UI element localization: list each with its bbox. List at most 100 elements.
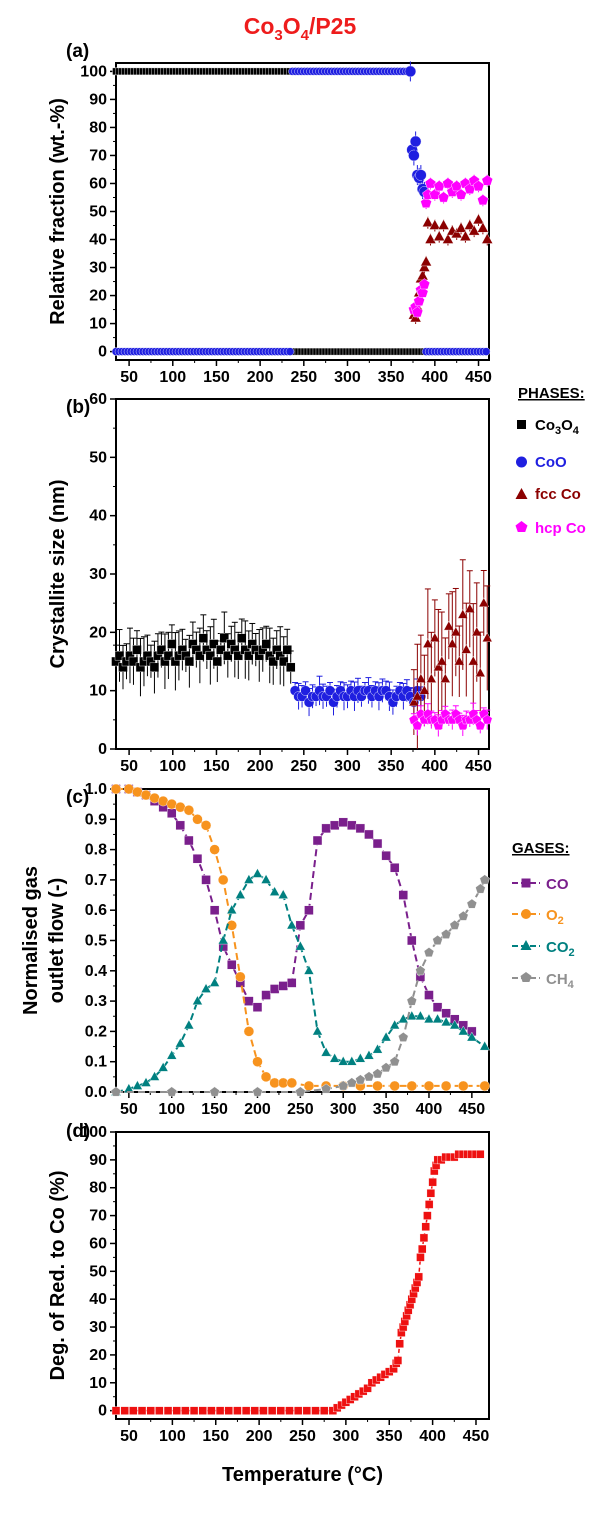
panel-b-xtick-label: 300 [334, 758, 361, 775]
panel-c-point-ch4 [398, 1032, 409, 1042]
legend-item-o2: O2 [512, 907, 564, 927]
panel-a-point-hcp-co [481, 174, 493, 186]
panel-c-point-co2 [217, 934, 229, 945]
panel-c-xtick-label: 350 [373, 1101, 400, 1118]
panel-d-point-dor [416, 1253, 425, 1262]
panel-c-point-co2 [252, 868, 263, 878]
legend-label-coo: CoO [535, 454, 567, 471]
panel-b-point-co3o4 [237, 633, 247, 643]
title-sub1: 3 [274, 27, 282, 44]
panel-d-point-dor [259, 1406, 268, 1415]
panel-a-point-coo [415, 169, 427, 181]
panel-b-point-co3o4 [244, 650, 254, 661]
panel-c-xtick-label: 250 [287, 1101, 314, 1118]
legend-item-hcp-co: hcp Co [515, 520, 586, 537]
panel-c-point-co [338, 817, 348, 828]
panel-d-point-dor [224, 1406, 233, 1415]
title-o: O [283, 13, 301, 39]
panel-a-point-coo [481, 347, 491, 356]
panel-c-point-co [312, 835, 323, 846]
panel-c-point-co2 [457, 1025, 469, 1036]
panel-a-point-fcc-co [433, 230, 446, 241]
panel-d-point-dor [250, 1406, 259, 1415]
panel-c-point-co2 [260, 874, 272, 884]
panel-d-point-dor [181, 1406, 190, 1415]
panel-c-ytick-label: 0.9 [85, 811, 107, 828]
panel-b-ytick-label: 30 [89, 566, 107, 583]
panel-c-point-co [295, 920, 306, 931]
panel-d-ytick-label: 0 [98, 1403, 107, 1420]
panel-d-point-dor [137, 1406, 147, 1415]
panel-c-point-co [424, 990, 434, 1000]
panel-c-point-co [209, 905, 220, 915]
panel-c-point-o2 [303, 1080, 315, 1092]
legend-item-coo: CoO [516, 454, 567, 471]
panel-c-point-o2 [440, 1080, 452, 1092]
panel-a-point-hcp-co [420, 197, 432, 208]
panel-c-point-co [321, 823, 331, 834]
panel-b-point-co3o4 [209, 639, 219, 649]
panel-d-point-dor [423, 1211, 432, 1220]
panel-c-point-co [192, 853, 203, 864]
panel-c-point-co2 [166, 1049, 178, 1060]
panel-d-point-dor [163, 1406, 173, 1415]
panel-c-xtick-label: 400 [416, 1101, 443, 1118]
legend-label-ch4: CH4 [546, 971, 575, 991]
panel-c-point-co2 [346, 1055, 358, 1066]
panel-c-point-co [364, 829, 374, 840]
panel-d-ytick-label: 10 [89, 1375, 107, 1392]
panel-a-point-hcp-co [442, 177, 454, 189]
panel-c-ytick-label: 0.4 [85, 963, 107, 980]
legend-item-ch4: CH4 [512, 971, 575, 991]
panel-a-point-hcp-co [418, 278, 431, 290]
panel-c-xtick-label: 100 [158, 1101, 185, 1118]
panel-b-ytick-label: 0 [98, 741, 107, 758]
panel-d-point-dor [267, 1406, 277, 1415]
panel-a-point-hcp-co [437, 191, 450, 203]
panel-c-point-co [407, 935, 417, 946]
panel-b-ytick-label: 40 [89, 508, 107, 525]
panel-b-point-fcc-co [478, 597, 490, 607]
legend-label-fcc-co: fcc Co [535, 486, 581, 503]
panel-c-point-ch4 [209, 1086, 220, 1097]
panel-c-point-o2 [183, 805, 195, 816]
panel-b-point-co3o4 [268, 656, 278, 667]
panel-c-point-ch4 [110, 1086, 122, 1097]
panel-b-point-fcc-co [426, 673, 437, 683]
panel-c-xtick-label: 50 [120, 1101, 138, 1118]
panel-c-point-co2 [432, 1013, 443, 1024]
panel-c-line-co [116, 788, 473, 1033]
panel-d-point-dor [111, 1406, 121, 1415]
phases-legend-title: PHASES: [518, 385, 585, 402]
panel-c-point-ch4 [372, 1068, 383, 1079]
panel-b-ytick-label: 10 [89, 683, 107, 700]
panel-b-point-co3o4 [198, 633, 209, 643]
panel-b-point-fcc-co [450, 626, 462, 637]
panel-a-point-coo [404, 65, 417, 78]
panel-c-point-co [244, 996, 254, 1006]
panel-c-point-ch4 [432, 935, 443, 945]
panel-c-point-co [252, 1002, 263, 1012]
panel-c-point-co [167, 808, 177, 818]
panel-b-point-fcc-co [481, 632, 493, 642]
panel-b-point-co3o4 [286, 662, 296, 673]
panel-d-point-dor [419, 1233, 429, 1243]
panel-d-point-dor [129, 1406, 138, 1415]
panel-a-series-co3o4 [112, 67, 489, 356]
panel-d-line-dor [116, 1153, 481, 1412]
panel-b-point-co3o4 [163, 650, 174, 661]
panel-d-ylabel: Deg. of Red. to Co (%) [47, 1171, 69, 1381]
panel-b-point-co3o4 [279, 656, 289, 667]
plots: (a)50 100 150 200 250 300 350 400 45001020304050… [20, 41, 494, 1486]
panel-d-ytick-label: 50 [89, 1263, 107, 1280]
panel-a-xtick-label: 200 [247, 369, 274, 386]
panel-a-point-fcc-co [429, 219, 441, 230]
panel-b-point-co3o4 [223, 650, 233, 661]
legend-label-co3o4: Co3O4 [535, 417, 580, 437]
panel-b-point-fcc-co [464, 603, 476, 613]
panel-c-point-o2 [286, 1077, 297, 1089]
panel-c-point-o2 [192, 814, 203, 825]
panel-a-series-fcc-co [408, 213, 494, 324]
panel-a-ytick-label: 0 [98, 344, 107, 361]
panel-a-point-fcc-co [472, 213, 485, 225]
